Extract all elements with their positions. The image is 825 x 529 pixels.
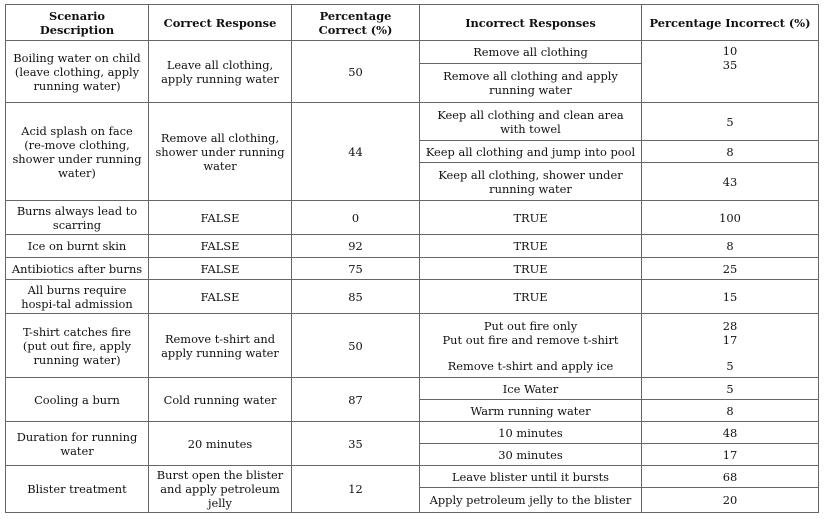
percentage-correct-cell: 92 [291, 234, 420, 258]
table-row: Duration for running water 20 minutes 35… [5, 421, 819, 466]
scenario-cell: Acid splash on face (re-move clothing, s… [5, 102, 149, 201]
percentage-incorrect-cell: 8 [641, 234, 819, 258]
scenario-cell: Boiling water on child (leave clothing, … [5, 40, 149, 103]
table-row: 30 minutes 17 [6, 443, 819, 466]
table-row: Cooling a burn Cold running water 87 Ice… [5, 377, 819, 422]
incorrect-response-cell: Apply petroleum jelly to the blister [419, 487, 642, 513]
percentage-incorrect-cell: 5 [641, 102, 819, 141]
table-row: Keep all clothing and jump into pool 8 [6, 140, 819, 163]
correct-response-cell: 20 minutes [148, 421, 292, 466]
burn-first-aid-table: Scenario Description Correct Response Pe… [5, 4, 819, 513]
scenario-cell: Duration for running water [5, 421, 149, 466]
scenario-cell: Blister treatment [5, 465, 149, 513]
incorrect-response-cell: TRUE [419, 200, 642, 235]
percentage-correct-cell: 50 [291, 40, 420, 103]
percentage-incorrect-cell: 8 [641, 140, 819, 163]
incorrect-response-cell: Leave blister until it bursts [419, 465, 642, 488]
percentage-incorrect-cell: 68 [641, 465, 819, 488]
percentage-incorrect-cell: 25 [641, 257, 819, 280]
scenario-cell: Antibiotics after burns [5, 257, 149, 280]
percentage-incorrect-cell: 100 [641, 200, 819, 235]
percentage-incorrect-value: 10 [722, 43, 738, 58]
correct-response-cell: FALSE [148, 257, 292, 280]
correct-response-cell: Leave all clothing, apply running water [148, 40, 292, 103]
scenario-cell: All burns require hospi-tal admission [5, 279, 149, 314]
header-percentage-correct: Percentage Correct (%) [291, 4, 420, 41]
percentage-correct-cell: 12 [291, 465, 420, 513]
header-scenario: Scenario Description [5, 4, 149, 41]
scenario-cell: Burns always lead to scarring [5, 200, 149, 235]
table-row: Burns always lead to scarring FALSE 0 TR… [5, 200, 819, 235]
burn-first-aid-table-container: Scenario Description Correct Response Pe… [5, 4, 819, 513]
incorrect-response-value: Put out fire only [483, 318, 578, 333]
percentage-incorrect-value: 17 [722, 332, 738, 347]
incorrect-response-cell: Keep all clothing and jump into pool [419, 140, 642, 163]
correct-response-cell: FALSE [148, 279, 292, 314]
percentage-incorrect-value: 28 [722, 318, 738, 333]
scenario-cell: Cooling a burn [5, 377, 149, 422]
table-row: Remove all clothing and apply running wa… [6, 63, 819, 103]
percentage-incorrect-cell: 5 [641, 377, 819, 400]
incorrect-response-cell: Remove all clothing [419, 40, 642, 64]
percentage-incorrect-cell: 20 [641, 487, 819, 513]
correct-response-cell: FALSE [148, 234, 292, 258]
incorrect-response-cell: TRUE [419, 257, 642, 280]
percentage-correct-cell: 50 [291, 313, 420, 378]
percentage-incorrect-cell: 17 [641, 443, 819, 466]
correct-response-cell: Remove all clothing, shower under runnin… [148, 102, 292, 201]
scenario-cell: T-shirt catches fire (put out fire, appl… [5, 313, 149, 378]
table-row: Boiling water on child (leave clothing, … [5, 40, 819, 103]
incorrect-response-cell: Keep all clothing, shower under running … [419, 162, 642, 201]
incorrect-response-value: Remove t-shirt and apply ice [447, 358, 614, 373]
table-row: Acid splash on face (re-move clothing, s… [5, 102, 819, 201]
percentage-incorrect-cell: 28 17 5 [641, 313, 819, 378]
incorrect-response-cell: TRUE [419, 234, 642, 258]
table-row: Keep all clothing, shower under running … [6, 162, 819, 201]
incorrect-response-value: Put out fire and remove t-shirt [442, 332, 619, 347]
incorrect-response-cell: Warm running water [419, 399, 642, 422]
table-row: T-shirt catches fire (put out fire, appl… [5, 313, 819, 378]
incorrect-response-cell: Ice Water [419, 377, 642, 400]
incorrect-response-cell: 30 minutes [419, 443, 642, 466]
incorrect-response-cell: 10 minutes [419, 421, 642, 444]
percentage-incorrect-value: 35 [722, 57, 738, 72]
incorrect-response-cell: Remove all clothing and apply running wa… [419, 63, 642, 103]
percentage-incorrect-cell: 43 [641, 162, 819, 201]
table-row: All burns require hospi-tal admission FA… [5, 279, 819, 314]
percentage-incorrect-cell: 48 [641, 421, 819, 444]
percentage-correct-cell: 0 [291, 200, 420, 235]
table-row: Antibiotics after burns FALSE 75 TRUE 25 [5, 257, 819, 280]
percentage-incorrect-cell: 10 35 [641, 40, 819, 103]
percentage-incorrect-cell: 15 [641, 279, 819, 314]
header-percentage-incorrect: Percentage Incorrect (%) [641, 4, 819, 41]
percentage-correct-cell: 85 [291, 279, 420, 314]
correct-response-cell: FALSE [148, 200, 292, 235]
incorrect-response-cell: Keep all clothing and clean area with to… [419, 102, 642, 141]
percentage-correct-cell: 75 [291, 257, 420, 280]
header-correct-response: Correct Response [148, 4, 292, 41]
percentage-incorrect-cell: 8 [641, 399, 819, 422]
percentage-correct-cell: 35 [291, 421, 420, 466]
table-row: Ice on burnt skin FALSE 92 TRUE 8 [5, 234, 819, 258]
percentage-incorrect-value: 5 [726, 358, 734, 373]
percentage-correct-cell: 44 [291, 102, 420, 201]
correct-response-cell: Remove t-shirt and apply running water [148, 313, 292, 378]
percentage-correct-cell: 87 [291, 377, 420, 422]
incorrect-response-cell: TRUE [419, 279, 642, 314]
correct-response-cell: Burst open the blister and apply petrole… [148, 465, 292, 513]
scenario-cell: Ice on burnt skin [5, 234, 149, 258]
header-incorrect-responses: Incorrect Responses [419, 4, 642, 41]
header-row: Scenario Description Correct Response Pe… [5, 4, 819, 41]
table-row: Apply petroleum jelly to the blister 20 [6, 487, 819, 513]
incorrect-response-cell: Put out fire only Put out fire and remov… [419, 313, 642, 378]
table-row: Blister treatment Burst open the blister… [5, 465, 819, 513]
correct-response-cell: Cold running water [148, 377, 292, 422]
